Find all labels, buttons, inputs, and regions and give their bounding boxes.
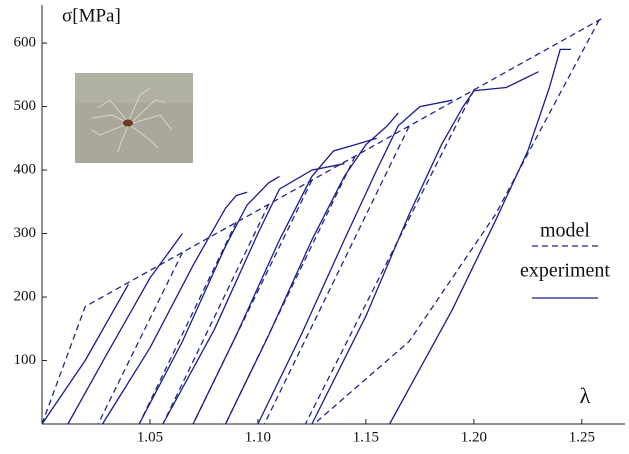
x-tick-label: 1.05 [137, 429, 163, 445]
x-tick-label: 1.25 [569, 429, 595, 445]
y-tick-label: 200 [14, 288, 37, 304]
legend-label: experiment [520, 260, 610, 282]
x-tick-label: 1.10 [245, 429, 271, 445]
y-tick-label: 300 [14, 225, 37, 241]
series-line [41, 48, 571, 425]
series-line [41, 17, 604, 425]
y-tick-label: 500 [14, 98, 37, 114]
y-tick-label: 100 [14, 352, 37, 368]
y-tick-label: 600 [14, 35, 37, 51]
y-tick-label: 400 [14, 161, 37, 177]
x-tick-label: 1.20 [461, 429, 487, 445]
legend-label: model [540, 220, 590, 242]
y-axis-label: σ[MPa] [62, 5, 121, 26]
photo [75, 73, 193, 163]
x-tick-label: 1.15 [353, 429, 379, 445]
x-axis-label: λ [580, 383, 591, 408]
